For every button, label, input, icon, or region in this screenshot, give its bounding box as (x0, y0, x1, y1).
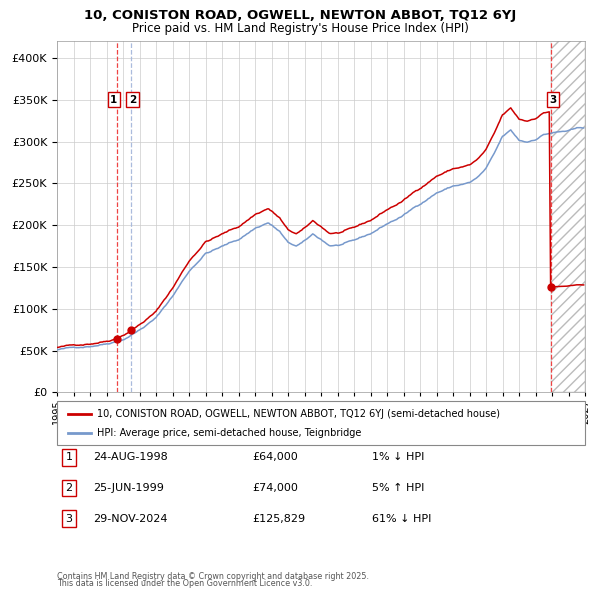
Text: Contains HM Land Registry data © Crown copyright and database right 2025.: Contains HM Land Registry data © Crown c… (57, 572, 369, 581)
Text: HPI: Average price, semi-detached house, Teignbridge: HPI: Average price, semi-detached house,… (97, 428, 361, 438)
Text: 1: 1 (65, 453, 73, 462)
Text: 1% ↓ HPI: 1% ↓ HPI (372, 453, 424, 462)
Text: 10, CONISTON ROAD, OGWELL, NEWTON ABBOT, TQ12 6YJ (semi-detached house): 10, CONISTON ROAD, OGWELL, NEWTON ABBOT,… (97, 409, 500, 418)
Text: 3: 3 (65, 514, 73, 523)
Text: Price paid vs. HM Land Registry's House Price Index (HPI): Price paid vs. HM Land Registry's House … (131, 22, 469, 35)
Text: 25-JUN-1999: 25-JUN-1999 (93, 483, 164, 493)
Text: This data is licensed under the Open Government Licence v3.0.: This data is licensed under the Open Gov… (57, 579, 313, 588)
Text: 2: 2 (65, 483, 73, 493)
Bar (551, 41, 585, 392)
Text: 61% ↓ HPI: 61% ↓ HPI (372, 514, 431, 523)
Text: £125,829: £125,829 (252, 514, 305, 523)
Text: 3: 3 (550, 95, 557, 105)
Text: 10, CONISTON ROAD, OGWELL, NEWTON ABBOT, TQ12 6YJ: 10, CONISTON ROAD, OGWELL, NEWTON ABBOT,… (84, 9, 516, 22)
FancyBboxPatch shape (57, 401, 585, 445)
Text: 2: 2 (129, 95, 136, 105)
Text: 24-AUG-1998: 24-AUG-1998 (93, 453, 168, 462)
Text: 1: 1 (110, 95, 118, 105)
Text: 29-NOV-2024: 29-NOV-2024 (93, 514, 167, 523)
Text: £64,000: £64,000 (252, 453, 298, 462)
Text: 5% ↑ HPI: 5% ↑ HPI (372, 483, 424, 493)
Text: £74,000: £74,000 (252, 483, 298, 493)
